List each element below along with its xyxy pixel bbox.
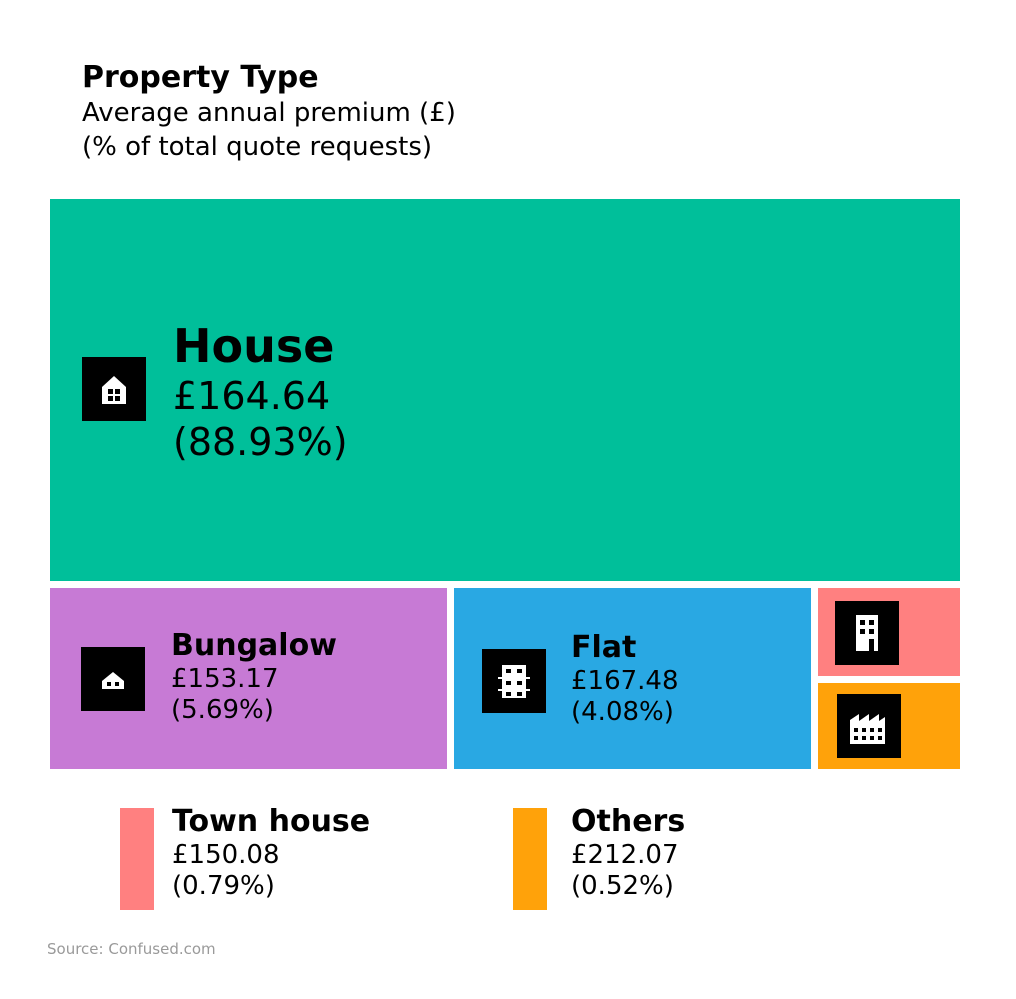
others-share: (0.52%) [571,871,674,902]
others-label: Others [571,804,686,839]
factory-icon [837,694,901,758]
flat-premium: £167.48 [571,666,679,696]
house-icon [82,357,146,421]
flat-icon [482,649,546,713]
bungalow-premium: £153.17 [171,664,279,694]
chart-title: Property Type [82,60,319,95]
chart-subtitle: Average annual premium (£) [82,98,456,128]
house-share: (88.93%) [173,419,348,464]
tile-town-house [818,588,960,676]
flat-share: (4.08%) [571,697,674,728]
tile-flat: Flat £167.48 (4.08%) [454,588,811,769]
chart-subtitle-2: (% of total quote requests) [82,132,433,162]
legend-swatch-town-house [120,808,154,910]
house-premium: £164.64 [173,374,331,419]
source-note: Source: Confused.com [47,940,216,958]
others-premium: £212.07 [571,840,679,870]
tile-house: House £164.64 (88.93%) [50,199,960,581]
tile-others [818,683,960,769]
town-house-label: Town house [172,804,371,839]
legend-swatch-others [513,808,547,910]
bungalow-share: (5.69%) [171,695,274,726]
town-house-share: (0.79%) [172,871,275,902]
bungalow-label: Bungalow [171,628,337,663]
town-house-premium: £150.08 [172,840,280,870]
house-label: House [173,319,335,373]
town-house-icon [835,601,899,665]
tile-bungalow: Bungalow £153.17 (5.69%) [50,588,447,769]
flat-label: Flat [571,630,637,665]
bungalow-icon [81,647,145,711]
